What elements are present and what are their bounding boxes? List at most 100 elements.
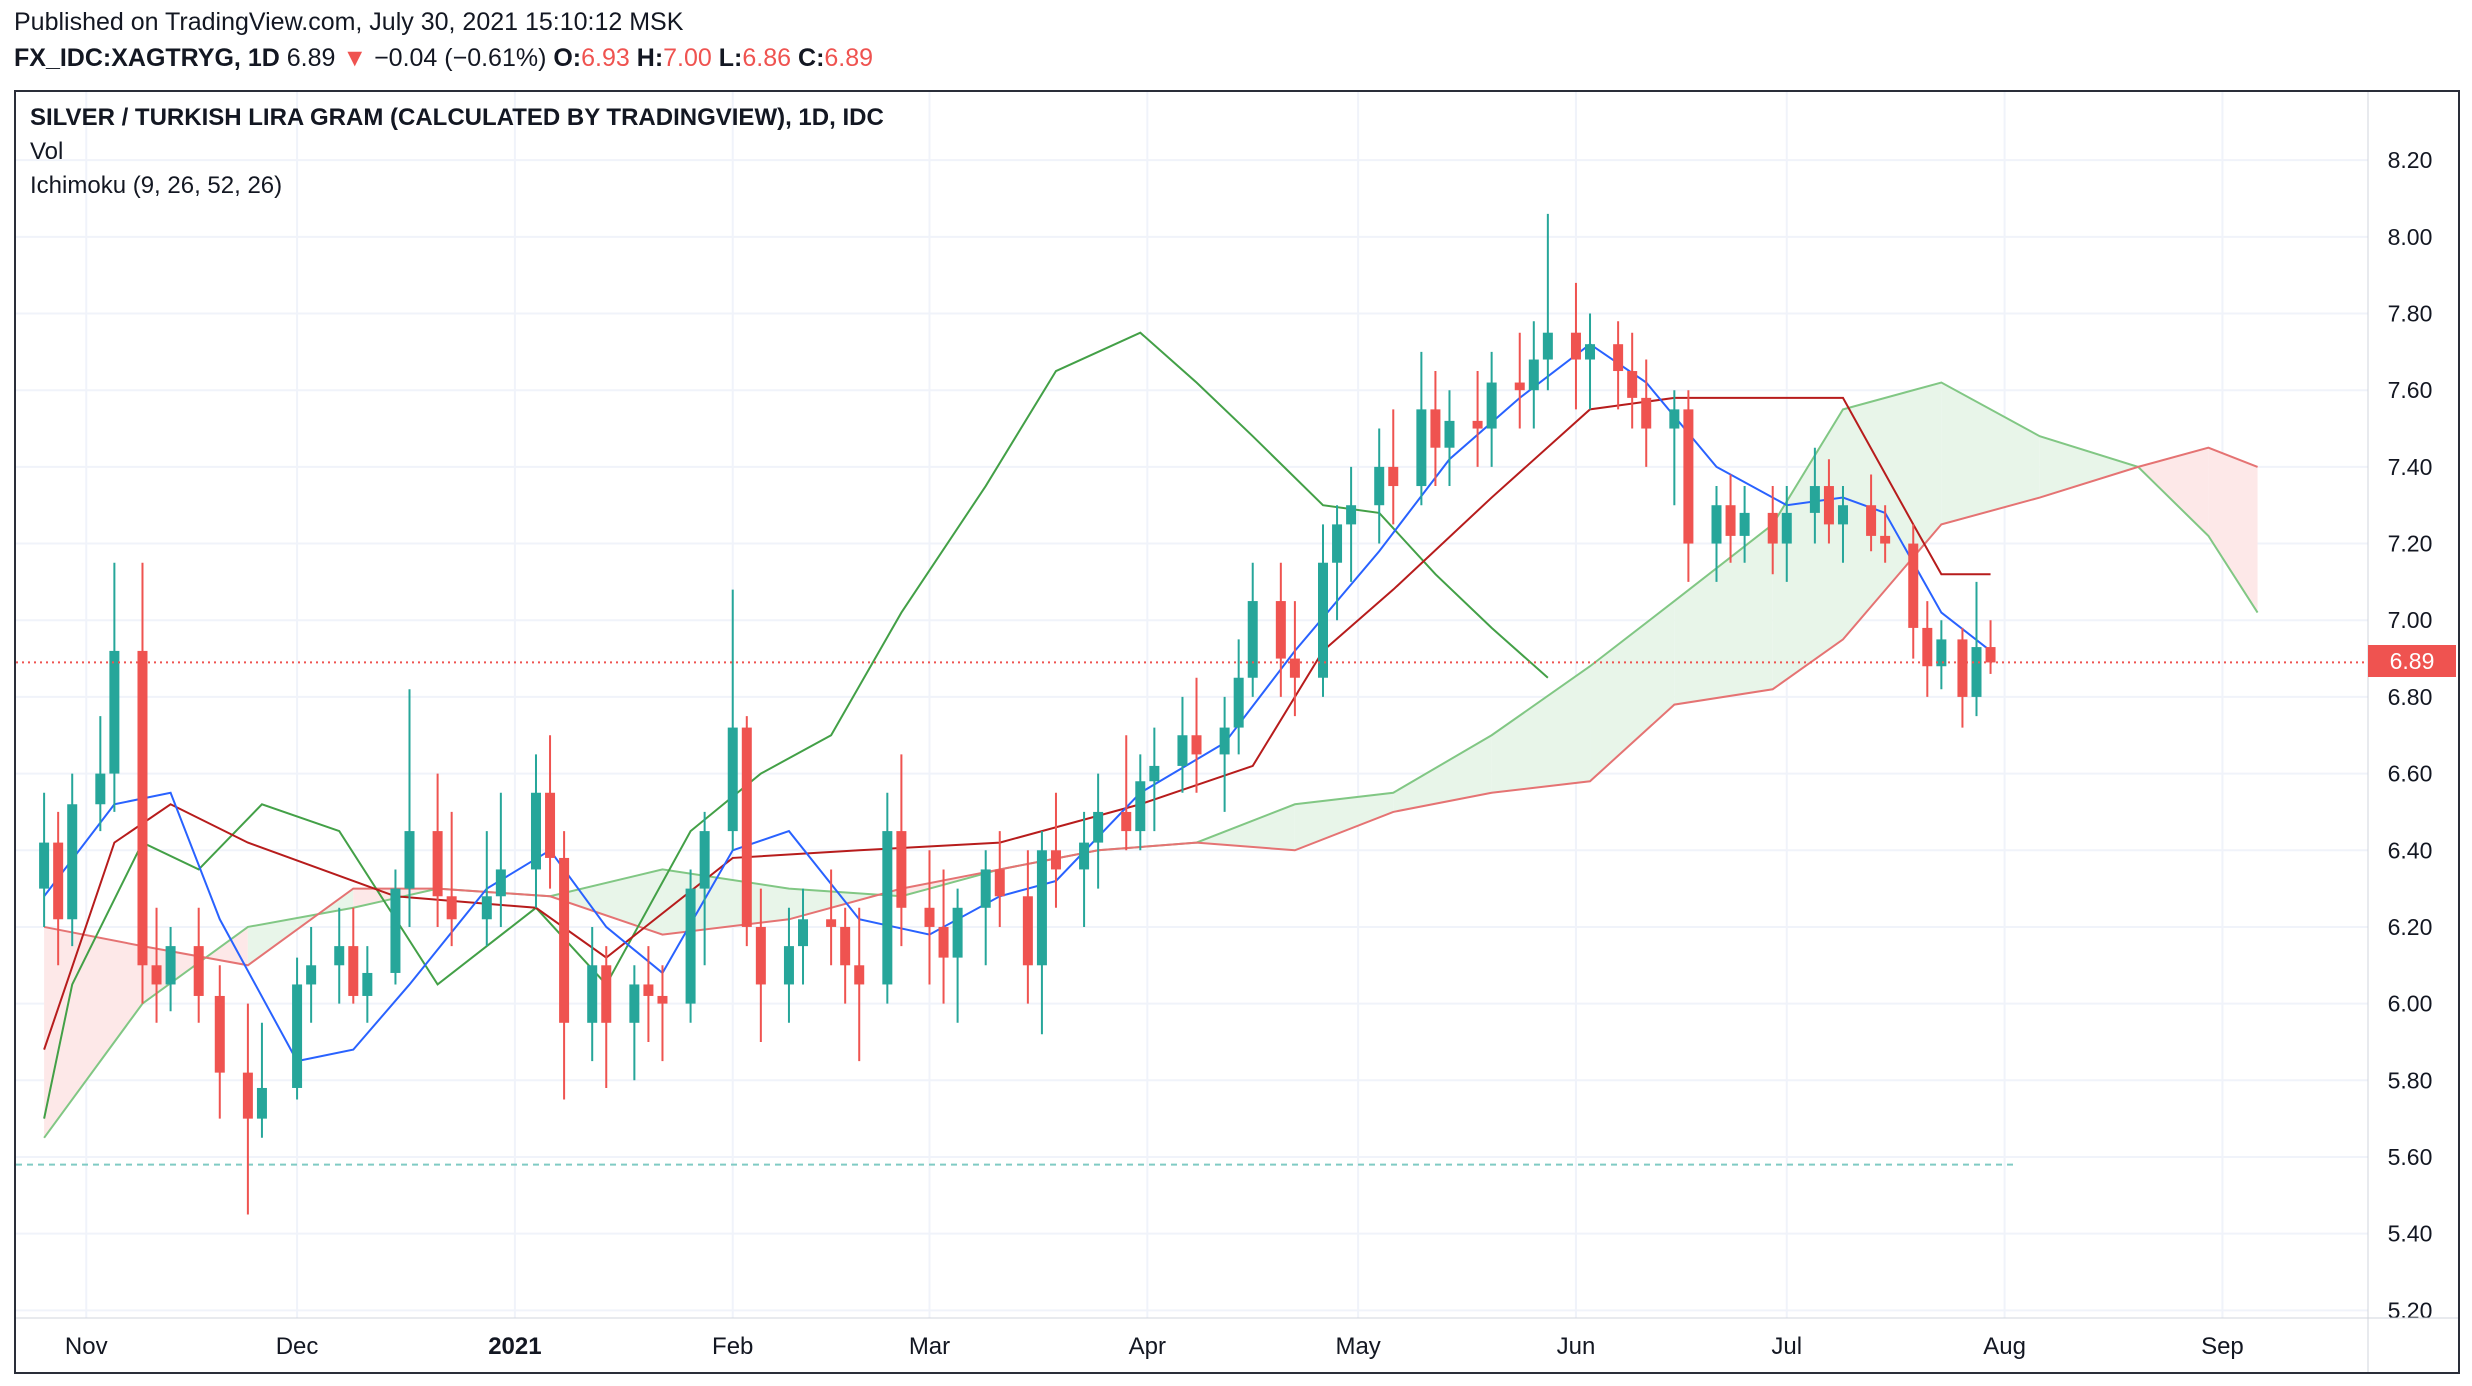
x-tick-label: Jun [1557,1333,1596,1360]
cloud-segment [1674,524,1773,705]
candle-body [348,946,359,996]
y-tick-label: 6.60 [2388,761,2433,787]
symbol-info-bar: FX_IDC:XAGTRYG, 1D 6.89 ▼ −0.04 (−0.61%)… [14,44,873,73]
candle-body [151,965,162,985]
candle-body [952,907,963,958]
candle-body [390,888,401,973]
candle-body [896,831,907,908]
candle-body [1908,543,1919,628]
candle-body [1177,735,1188,766]
last-price-badge: 6.89 [2368,645,2456,677]
x-tick-label: Feb [712,1333,753,1360]
last-price: 6.89 [286,44,336,72]
candle-body [1683,409,1694,544]
candle-body [165,946,176,985]
candle-body [404,831,415,889]
candle-body [1739,512,1750,536]
x-tick-label: Apr [1129,1333,1166,1360]
candle-body [755,926,766,985]
candle-body [1711,505,1722,544]
candle-body [39,842,50,889]
open-value: 6.93 [581,44,630,72]
candle-body [214,995,225,1073]
symbol-name: FX_IDC:XAGTRYG, 1D [14,44,280,72]
legend-vol[interactable]: Vol [30,138,64,165]
candle-body [1233,677,1244,728]
candle-body [53,842,64,920]
high-value: 7.00 [663,44,712,72]
legend-title: SILVER / TURKISH LIRA GRAM (CALCULATED B… [30,104,884,131]
candle-body [854,965,865,985]
candle-body [1275,601,1286,659]
y-tick-label: 7.00 [2388,607,2433,633]
candle-body [1641,397,1652,429]
candle-body [256,1087,267,1119]
leading-span-a [43,381,2259,1139]
y-tick-label: 6.20 [2388,914,2433,940]
candle-body [1823,486,1834,525]
candle-body [1486,382,1497,429]
candle-body [1036,850,1047,966]
legend-ichimoku[interactable]: Ichimoku (9, 26, 52, 26) [30,172,283,199]
close-value: 6.89 [824,44,874,72]
candle-body [1247,601,1258,678]
candle-body [657,995,668,1004]
candle-body [1472,420,1483,429]
cloud-segment [550,869,663,935]
x-tick-label: Aug [1983,1333,2026,1360]
candle-body [446,896,457,920]
x-tick-label: Jul [1771,1333,1802,1360]
candle-body [1135,781,1146,832]
x-tick-label: Mar [909,1333,950,1360]
candle-body [1585,344,1596,360]
low-value: 6.86 [742,44,792,72]
chart-frame[interactable] [14,90,2460,1374]
cloud-segment [1491,666,1591,793]
candle-body [545,792,556,858]
y-tick-label: 5.20 [2388,1297,2433,1323]
candle-body [826,919,837,927]
lagging-span-line [43,331,1549,1119]
cloud-segment [2208,447,2258,613]
y-tick-label: 6.40 [2388,837,2433,863]
candle-body [495,869,506,897]
candle-body [1332,524,1343,563]
candle-body [601,965,612,1023]
y-tick-label: 7.40 [2388,454,2433,480]
published-label: Published on TradingView.com, July 30, 2… [14,8,684,36]
candle-body [1416,409,1427,487]
candle-body [1514,382,1525,391]
candle-body [727,727,738,832]
candle-body [1374,466,1385,506]
candle-body [1317,562,1328,678]
leading-span-b [43,446,2258,967]
candle-body [685,888,696,1004]
down-arrow-icon: ▼ [342,44,368,72]
candle-body [1079,842,1090,870]
candle-body [1528,359,1539,391]
candle-body [1880,535,1891,544]
candle-body [643,984,654,996]
candle-body [242,1072,253,1119]
y-tick-label: 8.20 [2388,147,2433,173]
y-tick-label: 6.80 [2388,684,2433,710]
candle-body [699,831,710,889]
candle-body [530,792,541,870]
candle-body [783,946,794,985]
candle-body [1430,409,1441,448]
y-tick-label: 5.40 [2388,1221,2433,1247]
x-tick-label: Sep [2201,1333,2244,1360]
candle-body [1837,505,1848,525]
candle-body [1093,811,1104,843]
y-tick-label: 5.60 [2388,1144,2433,1170]
candle-body [741,727,752,927]
candle-body [1388,466,1399,487]
candle-body [1613,344,1624,372]
x-tick-label: May [1335,1333,1380,1360]
y-tick-label: 7.80 [2388,301,2433,327]
open-label: O: [553,44,582,72]
x-tick-label: 2021 [488,1333,541,1360]
candle-body [1866,505,1877,536]
candle-body [1627,371,1638,398]
